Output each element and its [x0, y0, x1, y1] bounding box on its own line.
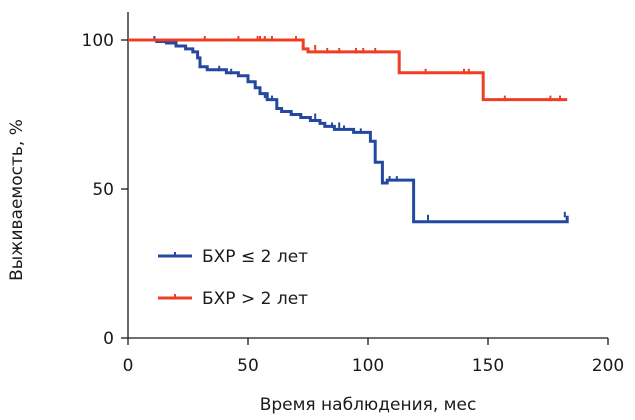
series-line — [128, 38, 569, 224]
series-2 — [128, 36, 568, 102]
legend-item: БХР ≤ 2 лет — [158, 247, 308, 267]
legend-item: БХР > 2 лет — [158, 289, 308, 309]
series-layer — [128, 36, 569, 224]
legend-label: БХР ≤ 2 лет — [202, 247, 308, 267]
legend-label: БХР > 2 лет — [202, 289, 308, 309]
x-tick-label: 200 — [592, 356, 624, 376]
y-tick-label: 50 — [92, 180, 114, 200]
x-tick-label: 0 — [123, 356, 134, 376]
y-tick-label: 0 — [103, 329, 114, 349]
x-tick-label: 50 — [237, 356, 259, 376]
legend: БХР ≤ 2 лет БХР > 2 лет — [158, 247, 308, 309]
series-1 — [128, 36, 569, 224]
series-line — [128, 38, 568, 102]
y-axis-title: Выживаемость, % — [7, 119, 27, 281]
y-tick-label: 100 — [82, 31, 114, 51]
x-tick-label: 150 — [472, 356, 504, 376]
x-tick-label: 100 — [352, 356, 384, 376]
x-axis-title: Время наблюдения, мес — [260, 395, 477, 415]
ticks: 0 50 100 150 200 0 50 100 — [82, 31, 625, 376]
